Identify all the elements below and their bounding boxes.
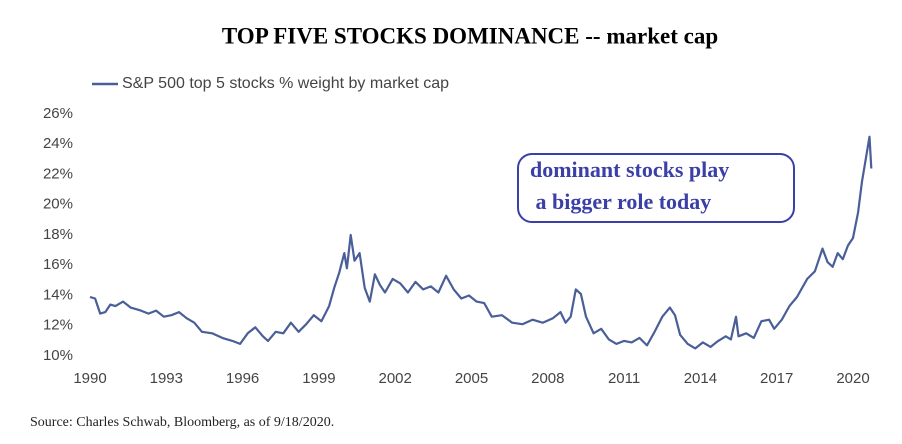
y-tick-label: 10% bbox=[43, 347, 73, 364]
x-tick-label: 2005 bbox=[455, 370, 488, 387]
x-tick-label: 1999 bbox=[302, 370, 335, 387]
series-line bbox=[89, 135, 873, 350]
x-tick-label: 1990 bbox=[73, 370, 106, 387]
x-tick-label: 2014 bbox=[684, 370, 717, 387]
annotation-box bbox=[517, 153, 795, 223]
y-tick-label: 24% bbox=[43, 135, 73, 152]
x-tick-label: 2017 bbox=[760, 370, 793, 387]
y-tick-label: 12% bbox=[43, 317, 73, 334]
x-tick-label: 1993 bbox=[150, 370, 183, 387]
chart-title: TOP FIVE STOCKS DOMINANCE -- market cap bbox=[222, 23, 718, 48]
y-tick-label: 20% bbox=[43, 196, 73, 213]
y-tick-label: 22% bbox=[43, 165, 73, 182]
legend-label: S&P 500 top 5 stocks % weight by market … bbox=[122, 75, 449, 92]
source: Source: Charles Schwab, Bloomberg, as of… bbox=[30, 415, 334, 430]
x-tick-label: 1996 bbox=[226, 370, 259, 387]
x-tick-label: 2011 bbox=[608, 370, 640, 387]
x-tick-label: 2020 bbox=[836, 370, 869, 387]
x-tick-label: 2002 bbox=[379, 370, 412, 387]
annotation: dominant stocks play bbox=[530, 157, 729, 182]
annotation: a bigger role today bbox=[530, 189, 711, 214]
y-tick-label: 18% bbox=[43, 226, 73, 243]
y-tick-label: 26% bbox=[43, 105, 73, 122]
x-tick-label: 2008 bbox=[531, 370, 564, 387]
y-tick-label: 14% bbox=[43, 286, 73, 303]
y-tick-label: 16% bbox=[43, 256, 73, 273]
